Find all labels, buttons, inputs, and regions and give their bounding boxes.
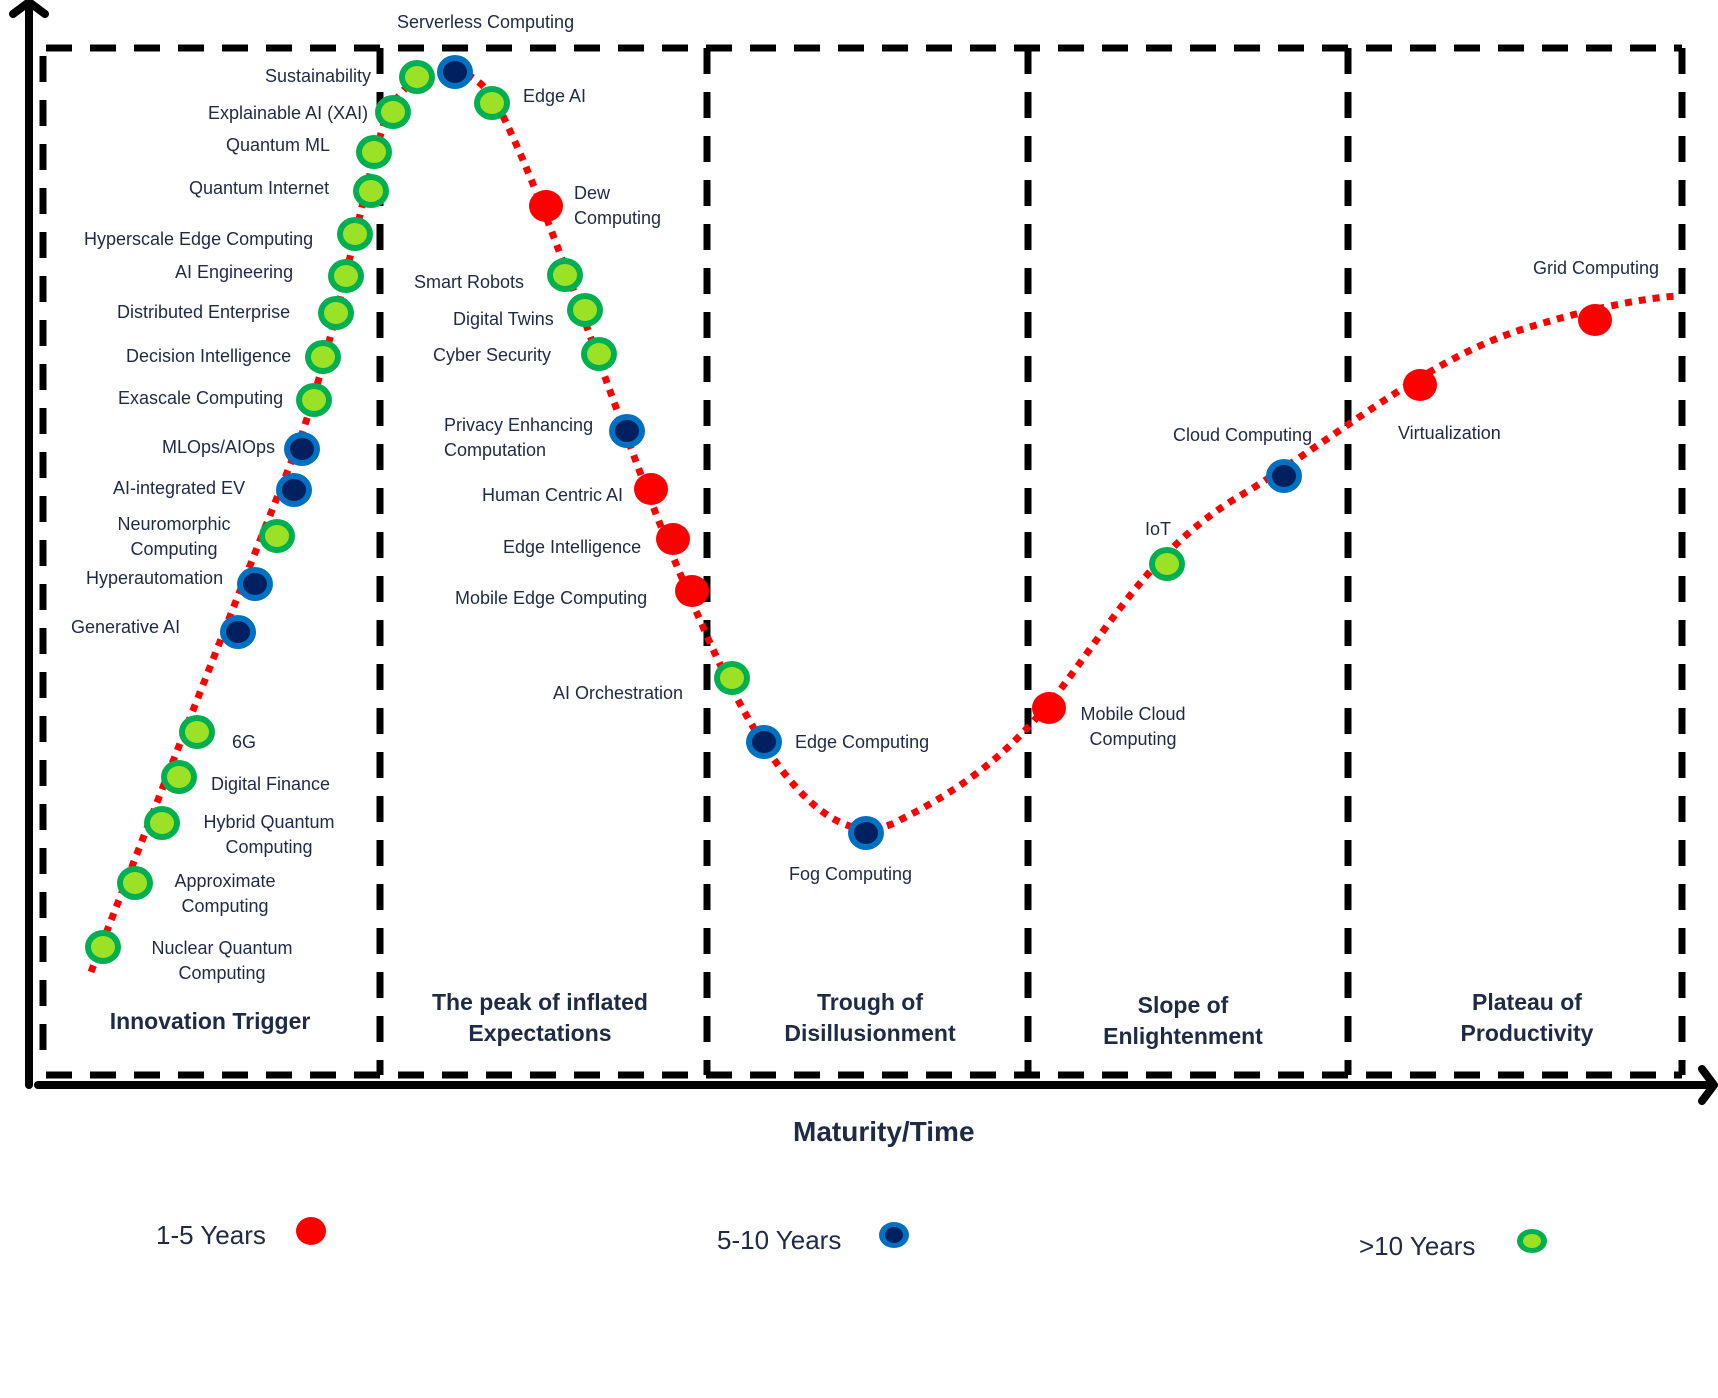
legend-markers — [296, 1217, 1547, 1253]
point-edge-computing-icon — [746, 725, 782, 759]
point-label-6g: 6G — [232, 732, 257, 752]
point-ai-engineering-icon — [328, 259, 364, 293]
y-axis-arrowhead-icon — [9, 0, 49, 18]
point-label-nuclear-quantum: Nuclear Quantum Computing — [151, 938, 293, 983]
point-approximate-icon — [117, 866, 153, 900]
point-mlops-aiops-icon — [284, 432, 320, 466]
point-sustainability-icon — [399, 60, 435, 94]
legend-mid-label: 5-10 Years — [717, 1225, 842, 1255]
point-label-privacy-enhancing: Privacy Enhancing Computation — [444, 415, 594, 460]
hype-curve — [87, 66, 1677, 974]
point-label-hyperautomation: Hyperautomation — [86, 568, 224, 588]
phase-trough-disillusionment: Trough of Disillusionment — [784, 989, 956, 1046]
point-quantum-ml-icon — [356, 135, 392, 169]
point-grid-computing-icon — [1578, 304, 1612, 336]
point-digital-finance-icon — [161, 760, 197, 794]
axes — [9, 0, 1718, 1105]
point-label-edge-ai: Edge AI — [523, 86, 587, 106]
point-virtualization-icon — [1403, 369, 1437, 401]
point-label-ai-orchestration: AI Orchestration — [553, 683, 684, 703]
point-explainable-ai-xai-icon — [375, 95, 411, 129]
point-label-human-centric-ai: Human Centric AI — [482, 485, 624, 505]
legend-short-icon — [296, 1217, 326, 1245]
point-label-iot: IoT — [1145, 519, 1172, 539]
legend-short-label: 1-5 Years — [156, 1220, 266, 1250]
point-label-hyperscale-edge-computing: Hyperscale Edge Computing — [84, 229, 314, 249]
point-mobile-cloud-icon — [1032, 692, 1066, 724]
phase-peak-inflated-expectations: The peak of inflated Expectations — [432, 989, 648, 1046]
point-edge-ai-icon — [474, 86, 510, 120]
point-label-neuromorphic: Neuromorphic Computing — [117, 514, 231, 559]
point-label-ai-engineering: AI Engineering — [175, 262, 294, 282]
point-label-fog-computing: Fog Computing — [789, 864, 913, 884]
point-distributed-enterprise-icon — [318, 296, 354, 330]
point-cyber-security-icon — [581, 337, 617, 371]
point-hybrid-quantum-icon — [144, 806, 180, 840]
point-label-mlops-aiops: MLOps/AIOps — [162, 437, 276, 457]
point-label-exascale-computing: Exascale Computing — [118, 388, 284, 408]
point-digital-twins-icon — [567, 293, 603, 327]
point-serverless-computing-icon — [437, 55, 473, 89]
point-label-ai-integrated-ev: AI-integrated EV — [113, 478, 246, 498]
point-label-cyber-security: Cyber Security — [433, 345, 552, 365]
point-generative-ai-icon — [220, 615, 256, 649]
point-label-decision-intelligence: Decision Intelligence — [126, 346, 292, 366]
point-neuromorphic-icon — [259, 519, 295, 553]
point-label-distributed-enterprise: Distributed Enterprise — [117, 302, 291, 322]
phase-innovation-trigger: Innovation Trigger — [109, 1008, 311, 1034]
phase-slope-enlightenment: Slope of Enlightenment — [1103, 992, 1263, 1049]
point-label-generative-ai: Generative AI — [71, 617, 181, 637]
phase-frame — [39, 44, 1686, 1079]
point-label-explainable-ai-xai: Explainable AI (XAI) — [208, 103, 369, 123]
point-label-sustainability: Sustainability — [265, 66, 372, 86]
point-label-cloud-computing: Cloud Computing — [1173, 425, 1313, 445]
point-label-serverless-computing: Serverless Computing — [397, 12, 575, 32]
point-ai-orchestration-icon — [714, 661, 750, 695]
point-dew-icon — [529, 190, 563, 222]
point-cloud-computing-icon — [1266, 459, 1302, 493]
x-axis-arrowhead-icon — [1698, 1065, 1718, 1105]
point-label-quantum-internet: Quantum Internet — [189, 178, 330, 198]
point-human-centric-ai-icon — [634, 473, 668, 505]
point-smart-robots-icon — [547, 258, 583, 292]
point-6g-icon — [179, 715, 215, 749]
point-exascale-computing-icon — [296, 383, 332, 417]
point-label-hybrid-quantum: Hybrid Quantum Computing — [203, 812, 335, 857]
legend-long-label: >10 Years — [1359, 1231, 1476, 1261]
point-label-edge-computing: Edge Computing — [795, 732, 930, 752]
point-label-digital-twins: Digital Twins — [453, 309, 554, 329]
point-label-smart-robots: Smart Robots — [414, 272, 525, 292]
point-label-approximate: Approximate Computing — [174, 871, 276, 916]
point-label-dew: Dew Computing — [574, 183, 662, 228]
technology-points — [85, 55, 1612, 964]
point-hyperscale-edge-computing-icon — [337, 217, 373, 251]
point-label-grid-computing: Grid Computing — [1533, 258, 1660, 278]
point-label-virtualization: Virtualization — [1398, 423, 1501, 443]
point-label-mobile-edge-computing: Mobile Edge Computing — [455, 588, 648, 608]
point-label-edge-intelligence: Edge Intelligence — [503, 537, 642, 557]
x-axis-title: Maturity/Time — [793, 1116, 975, 1147]
point-quantum-internet-icon — [353, 174, 389, 208]
point-label-digital-finance: Digital Finance — [211, 774, 331, 794]
point-label-mobile-cloud: Mobile Cloud Computing — [1080, 704, 1186, 749]
point-iot-icon — [1149, 547, 1185, 581]
point-edge-intelligence-icon — [656, 523, 690, 555]
point-decision-intelligence-icon — [305, 340, 341, 374]
point-nuclear-quantum-icon — [85, 930, 121, 964]
point-hyperautomation-icon — [237, 567, 273, 601]
point-fog-computing-icon — [848, 816, 884, 850]
point-ai-integrated-ev-icon — [276, 473, 312, 507]
point-label-quantum-ml: Quantum ML — [226, 135, 331, 155]
point-mobile-edge-computing-icon — [675, 575, 709, 607]
point-privacy-enhancing-icon — [609, 414, 645, 448]
phase-plateau-productivity: Plateau of Productivity — [1460, 989, 1594, 1046]
